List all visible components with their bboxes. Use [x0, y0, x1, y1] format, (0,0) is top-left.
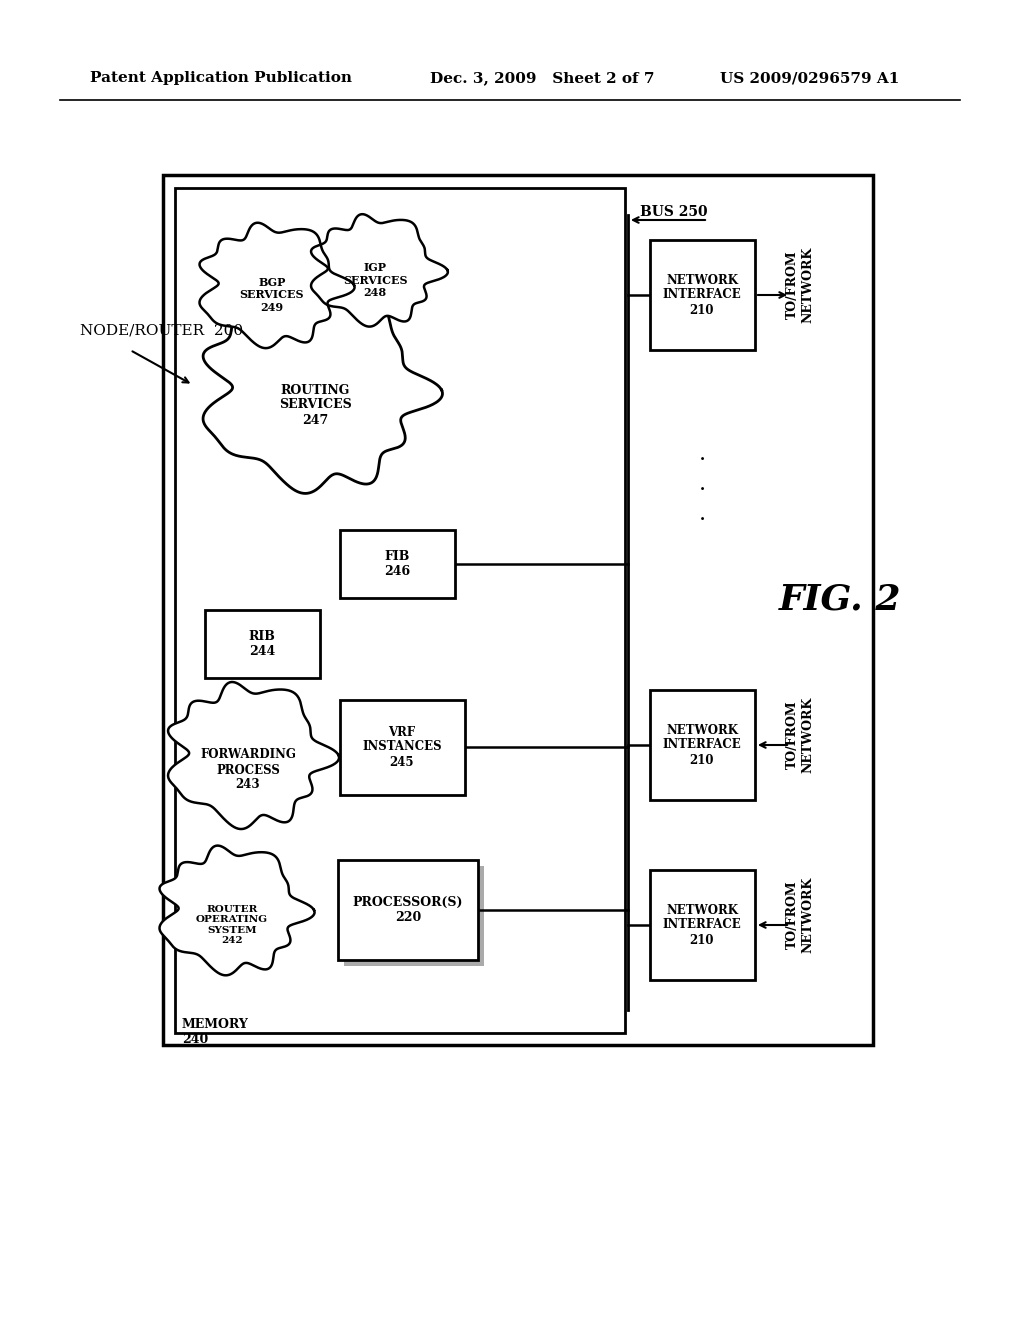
Text: Dec. 3, 2009   Sheet 2 of 7: Dec. 3, 2009 Sheet 2 of 7: [430, 71, 654, 84]
Bar: [340, 700, 465, 795]
Bar: [205, 610, 319, 678]
Bar: [650, 870, 755, 979]
Text: RIB
244: RIB 244: [249, 630, 275, 657]
Text: NODE/ROUTER  200: NODE/ROUTER 200: [80, 323, 243, 337]
Text: NETWORK
INTERFACE
210: NETWORK INTERFACE 210: [663, 903, 741, 946]
Text: NETWORK
INTERFACE
210: NETWORK INTERFACE 210: [663, 273, 741, 317]
Bar: [650, 240, 755, 350]
Text: NETWORK
INTERFACE
210: NETWORK INTERFACE 210: [663, 723, 741, 767]
Bar: [175, 187, 625, 1034]
Bar: [344, 866, 484, 966]
Bar: [338, 861, 478, 960]
Text: BUS 250: BUS 250: [640, 205, 708, 219]
Bar: [340, 531, 455, 598]
Text: FORWARDING
PROCESS
243: FORWARDING PROCESS 243: [200, 748, 296, 792]
Text: FIB
246: FIB 246: [384, 550, 410, 578]
Text: FIG. 2: FIG. 2: [778, 583, 901, 616]
Text: TO/FROM
NETWORK: TO/FROM NETWORK: [786, 876, 814, 953]
Text: ROUTING
SERVICES
247: ROUTING SERVICES 247: [279, 384, 351, 426]
Text: ·
·
·: · · ·: [698, 449, 706, 532]
Polygon shape: [168, 682, 339, 829]
Text: IGP
SERVICES
248: IGP SERVICES 248: [343, 261, 408, 298]
Polygon shape: [203, 288, 442, 494]
Text: TO/FROM
NETWORK: TO/FROM NETWORK: [786, 247, 814, 323]
Polygon shape: [200, 223, 354, 348]
Text: Patent Application Publication: Patent Application Publication: [90, 71, 352, 84]
Text: VRF
INSTANCES
245: VRF INSTANCES 245: [362, 726, 441, 768]
Polygon shape: [160, 846, 314, 975]
Text: US 2009/0296579 A1: US 2009/0296579 A1: [720, 71, 899, 84]
Text: MEMORY
240: MEMORY 240: [182, 1018, 249, 1045]
Bar: [650, 690, 755, 800]
Polygon shape: [311, 214, 447, 326]
Text: PROCESSOR(S)
220: PROCESSOR(S) 220: [352, 896, 463, 924]
Text: TO/FROM
NETWORK: TO/FROM NETWORK: [786, 697, 814, 774]
Text: BGP
SERVICES
249: BGP SERVICES 249: [240, 277, 304, 313]
Text: ROUTER
OPERATING
SYSTEM
242: ROUTER OPERATING SYSTEM 242: [196, 906, 268, 945]
Bar: [163, 176, 873, 1045]
